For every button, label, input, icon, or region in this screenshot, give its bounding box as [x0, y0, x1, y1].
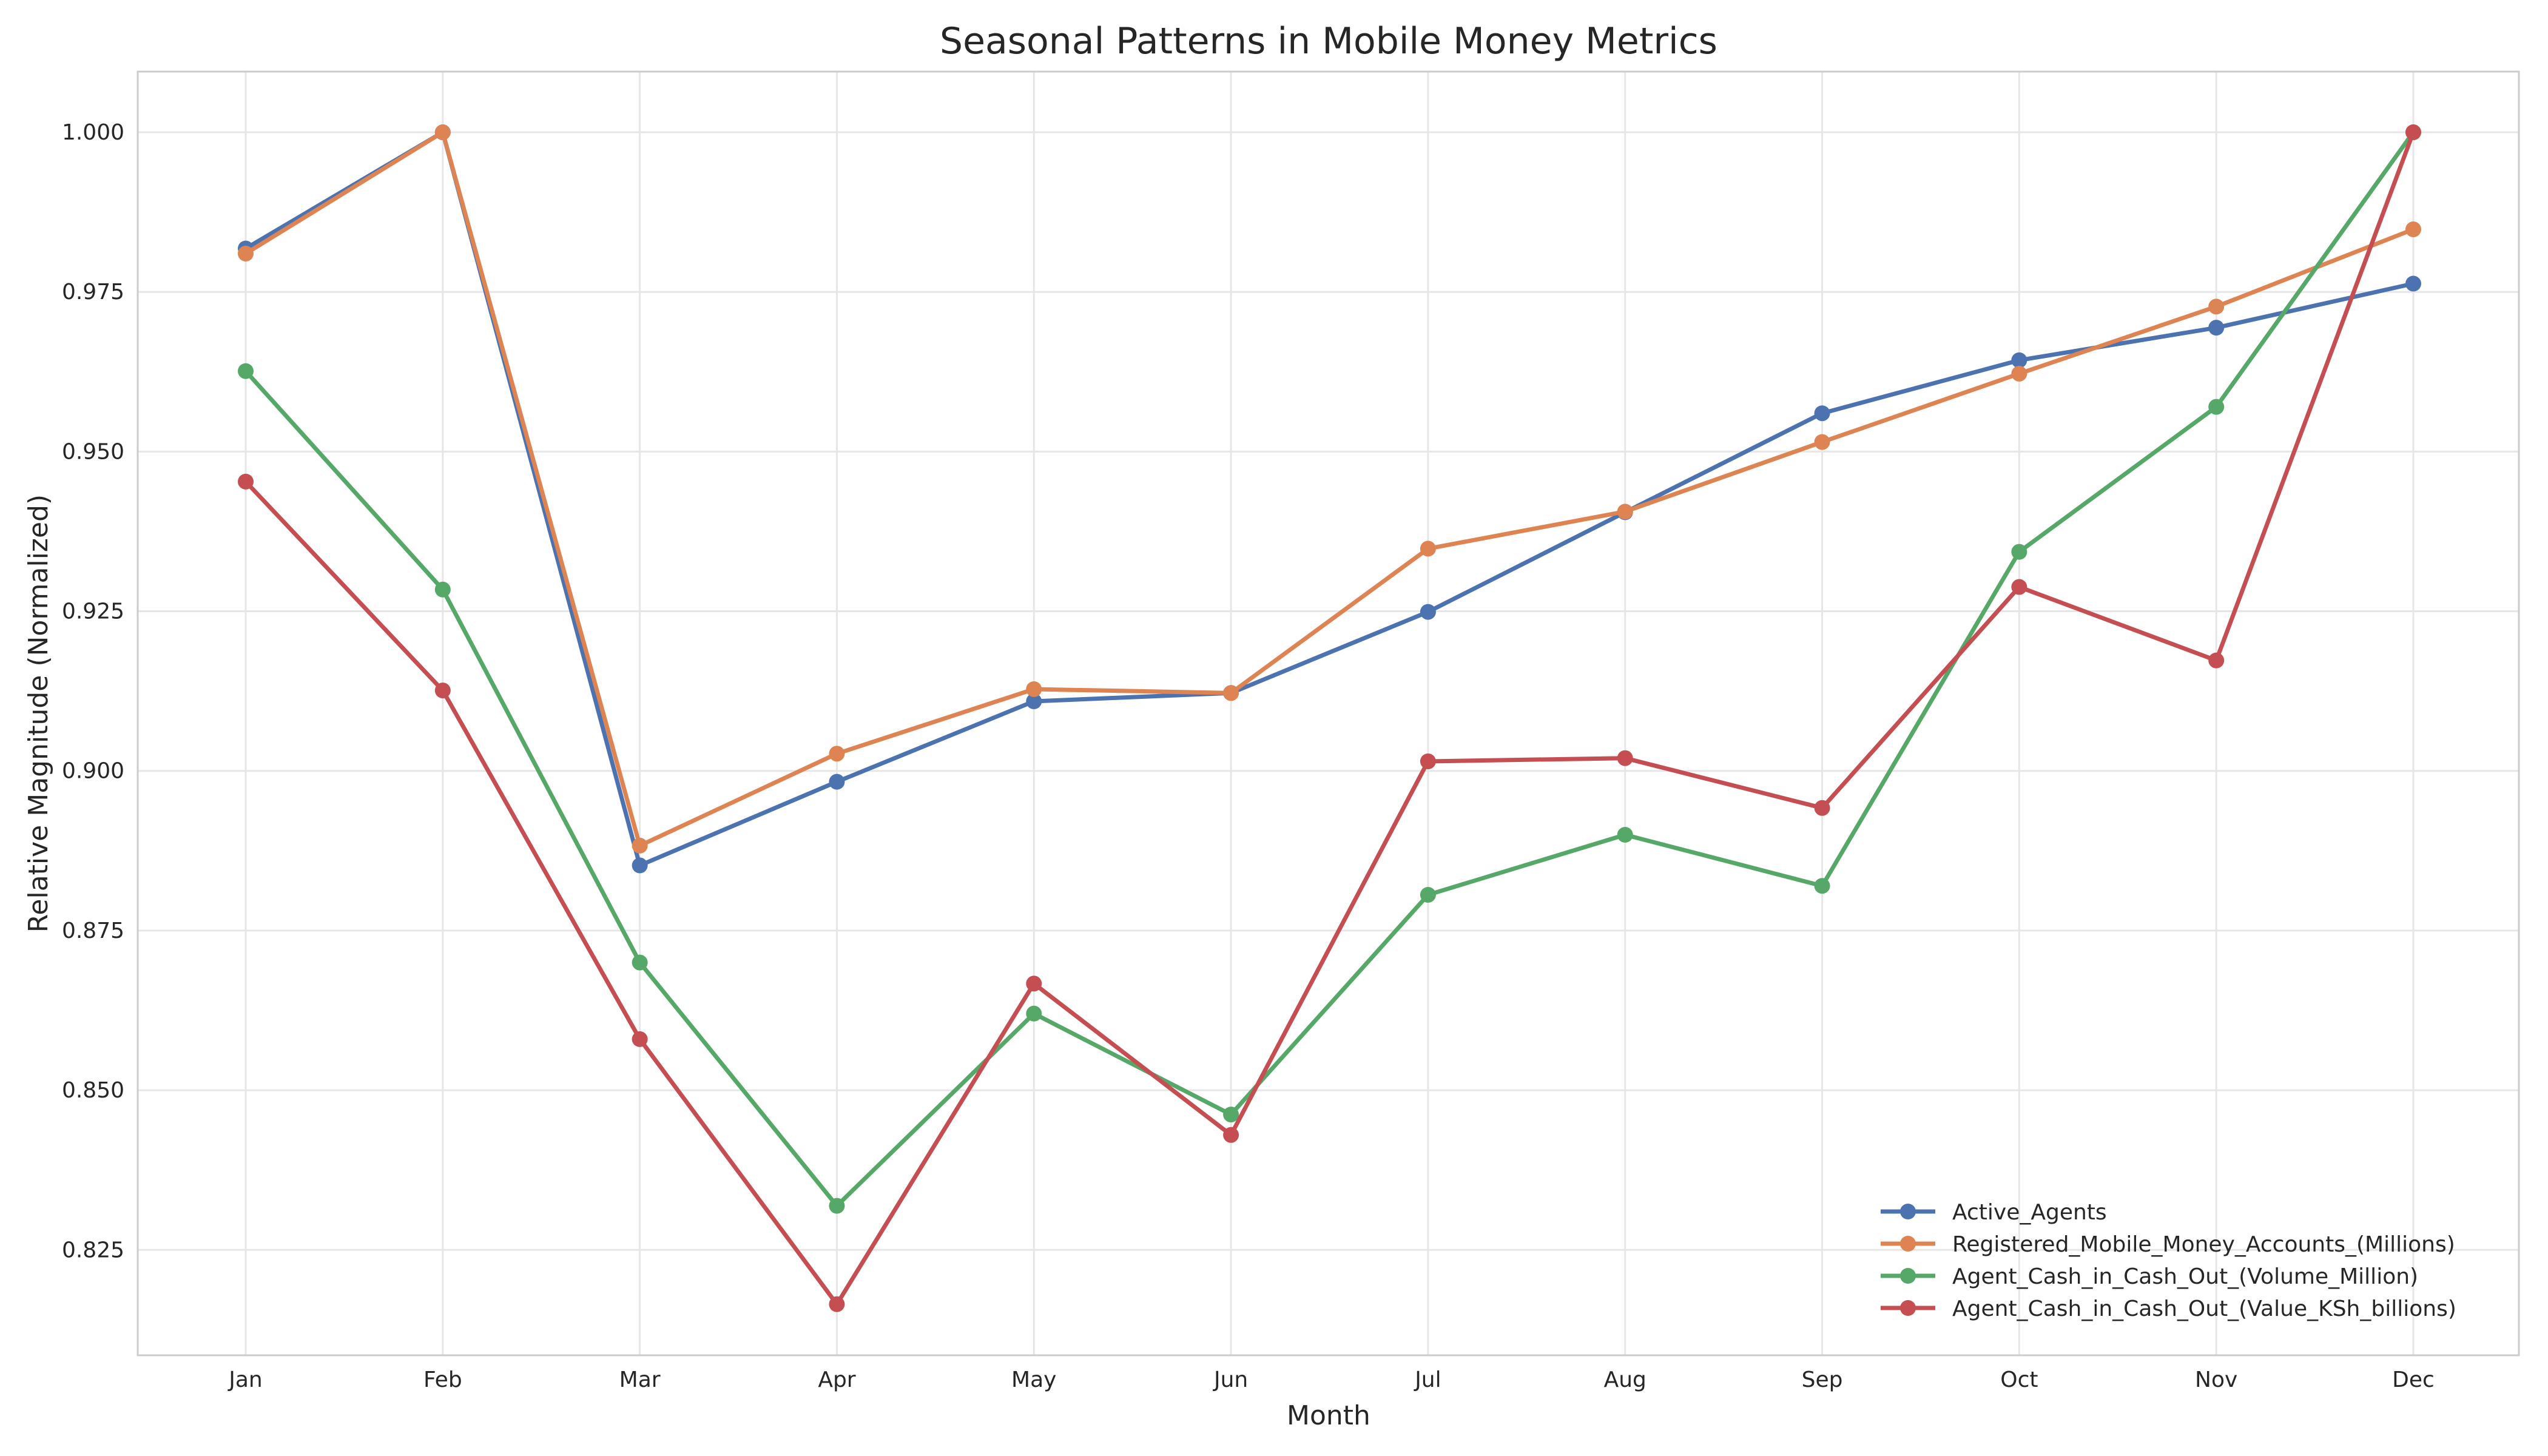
x-axis-label: Month — [1287, 1400, 1370, 1431]
series-line — [243, 130, 2416, 1307]
data-point — [2011, 544, 2027, 560]
x-tick-label: Nov — [2195, 1367, 2237, 1392]
legend-swatch-marker — [1900, 1300, 1916, 1316]
x-tick-label: Feb — [423, 1367, 462, 1392]
series-layer — [238, 124, 2421, 1312]
x-tick-label: Jun — [1213, 1367, 1248, 1392]
data-point — [1223, 1127, 1239, 1143]
y-tick-label: 0.825 — [62, 1238, 124, 1262]
y-axis-ticks: 0.825 0.850 0.875 0.900 0.925 0.950 0.975 1.000 — [62, 120, 124, 1262]
data-point — [632, 837, 648, 854]
x-tick-label: Apr — [818, 1367, 855, 1392]
data-point — [1420, 753, 1436, 769]
y-tick-label: 0.925 — [62, 599, 124, 624]
x-tick-label: Jan — [228, 1367, 263, 1392]
data-point — [1617, 827, 1633, 843]
y-tick-label: 0.875 — [62, 918, 124, 943]
data-point — [2011, 352, 2027, 368]
data-point — [632, 857, 648, 874]
x-tick-label: Oct — [2000, 1367, 2038, 1392]
data-point — [238, 363, 254, 379]
legend-swatch-marker — [1900, 1204, 1916, 1219]
series-3 — [238, 124, 2421, 1214]
grid — [138, 72, 2519, 1355]
x-axis-ticks: Jan Feb Mar Apr May Jun Jul Aug Sep Oct Nov Dec — [228, 1367, 2435, 1392]
data-point — [1223, 1107, 1239, 1123]
series-2 — [238, 124, 2421, 854]
data-point — [2208, 298, 2225, 315]
legend-item: Agent_Cash_in_Cash_Out_(Volume_Million) — [1881, 1264, 2418, 1289]
data-point — [1026, 976, 1042, 992]
y-axis-label: Relative Magnitude (Normalized) — [23, 494, 54, 932]
data-point — [2011, 579, 2027, 595]
data-point — [1420, 886, 1436, 903]
data-point — [1420, 541, 1436, 557]
data-point — [1026, 1005, 1042, 1022]
data-point — [434, 124, 451, 141]
data-point — [2405, 275, 2421, 292]
data-point — [1617, 750, 1633, 766]
plot-area-frame — [136, 70, 2520, 1357]
legend-item: Registered_Mobile_Money_Accounts_(Millio… — [1881, 1232, 2455, 1257]
legend-label: Registered_Mobile_Money_Accounts_(Millio… — [1952, 1232, 2455, 1257]
x-tick-label: Sep — [1802, 1367, 1843, 1392]
data-point — [1814, 878, 1830, 894]
data-point — [829, 1296, 845, 1312]
series-4 — [238, 124, 2421, 1312]
y-tick-label: 0.950 — [62, 439, 124, 464]
y-tick-label: 1.000 — [62, 120, 124, 145]
data-point — [1026, 693, 1042, 709]
data-point — [2208, 320, 2225, 336]
legend-item: Agent_Cash_in_Cash_Out_(Value_KSh_billio… — [1881, 1296, 2456, 1321]
legend-swatch-marker — [1900, 1268, 1916, 1284]
x-tick-label: Dec — [2392, 1367, 2435, 1392]
data-point — [829, 746, 845, 762]
data-point — [1617, 504, 1633, 520]
data-point — [1026, 681, 1042, 697]
legend-label: Agent_Cash_in_Cash_Out_(Value_KSh_billio… — [1952, 1296, 2456, 1321]
legend-label: Agent_Cash_in_Cash_Out_(Volume_Million) — [1952, 1264, 2418, 1289]
series-line — [243, 130, 2416, 1208]
data-point — [2208, 399, 2225, 415]
data-point — [2011, 365, 2027, 382]
x-tick-label: Aug — [1604, 1367, 1646, 1392]
data-point — [2405, 221, 2421, 238]
data-point — [1420, 604, 1436, 620]
data-point — [238, 473, 254, 490]
data-point — [632, 1031, 648, 1047]
data-point — [434, 581, 451, 598]
data-point — [434, 682, 451, 699]
y-tick-label: 0.975 — [62, 280, 124, 305]
data-point — [2405, 124, 2421, 141]
data-point — [1223, 685, 1239, 701]
legend-item: Active_Agents — [1881, 1200, 2107, 1225]
data-point — [2208, 652, 2225, 669]
data-point — [1814, 405, 1830, 422]
x-tick-label: May — [1011, 1367, 1056, 1392]
data-point — [632, 954, 648, 971]
x-tick-label: Jul — [1414, 1367, 1441, 1392]
series-line — [243, 130, 2416, 868]
legend: Active_Agents Registered_Mobile_Money_Acc… — [1881, 1200, 2456, 1321]
legend-label: Active_Agents — [1952, 1200, 2107, 1225]
legend-swatch-marker — [1900, 1236, 1916, 1252]
data-point — [829, 1198, 845, 1214]
series-line — [243, 130, 2416, 848]
y-tick-label: 0.900 — [62, 759, 124, 784]
data-point — [1814, 800, 1830, 816]
chart-title: Seasonal Patterns in Mobile Money Metric… — [940, 20, 1717, 62]
x-tick-label: Mar — [619, 1367, 661, 1392]
y-tick-label: 0.850 — [62, 1078, 124, 1103]
data-point — [829, 774, 845, 790]
data-point — [1814, 434, 1830, 450]
data-point — [238, 246, 254, 262]
